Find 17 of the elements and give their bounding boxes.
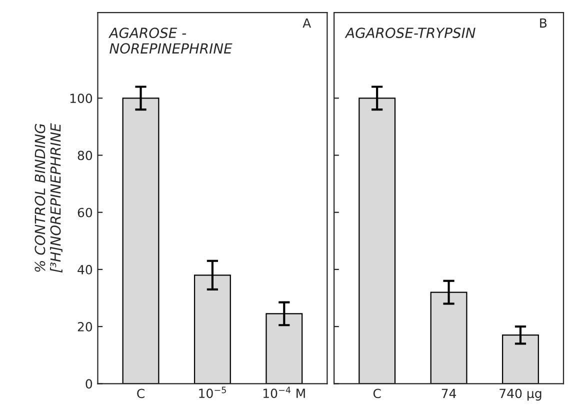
y-tick-label: 60 <box>78 208 92 218</box>
text: AGAROSE - NOREPINEPHRINE <box>108 28 232 54</box>
text: AGAROSE-TRYPSIN <box>344 28 476 38</box>
x-tick-label: 10$^{−5}$ <box>199 386 226 398</box>
y-axis-title: % CONTROL BINDING [³H]NOREPINEPHRINE <box>34 123 62 273</box>
y-tick-label: 0 <box>86 379 92 389</box>
y-tick-label: 80 <box>78 150 92 160</box>
x-tick-label: C <box>137 388 144 398</box>
annotation: A <box>302 18 312 28</box>
x-tick-label: 740 µg <box>500 388 542 401</box>
y-tick-label: 40 <box>78 264 92 274</box>
annotation: B <box>540 18 547 28</box>
y-tick-label: 20 <box>78 322 92 332</box>
x-tick-label: 74 <box>442 388 456 398</box>
y-tick-label: 100 <box>70 94 92 104</box>
x-tick-label: 10$^{−4}$ M <box>263 386 305 398</box>
x-tick-label: C <box>373 388 381 398</box>
